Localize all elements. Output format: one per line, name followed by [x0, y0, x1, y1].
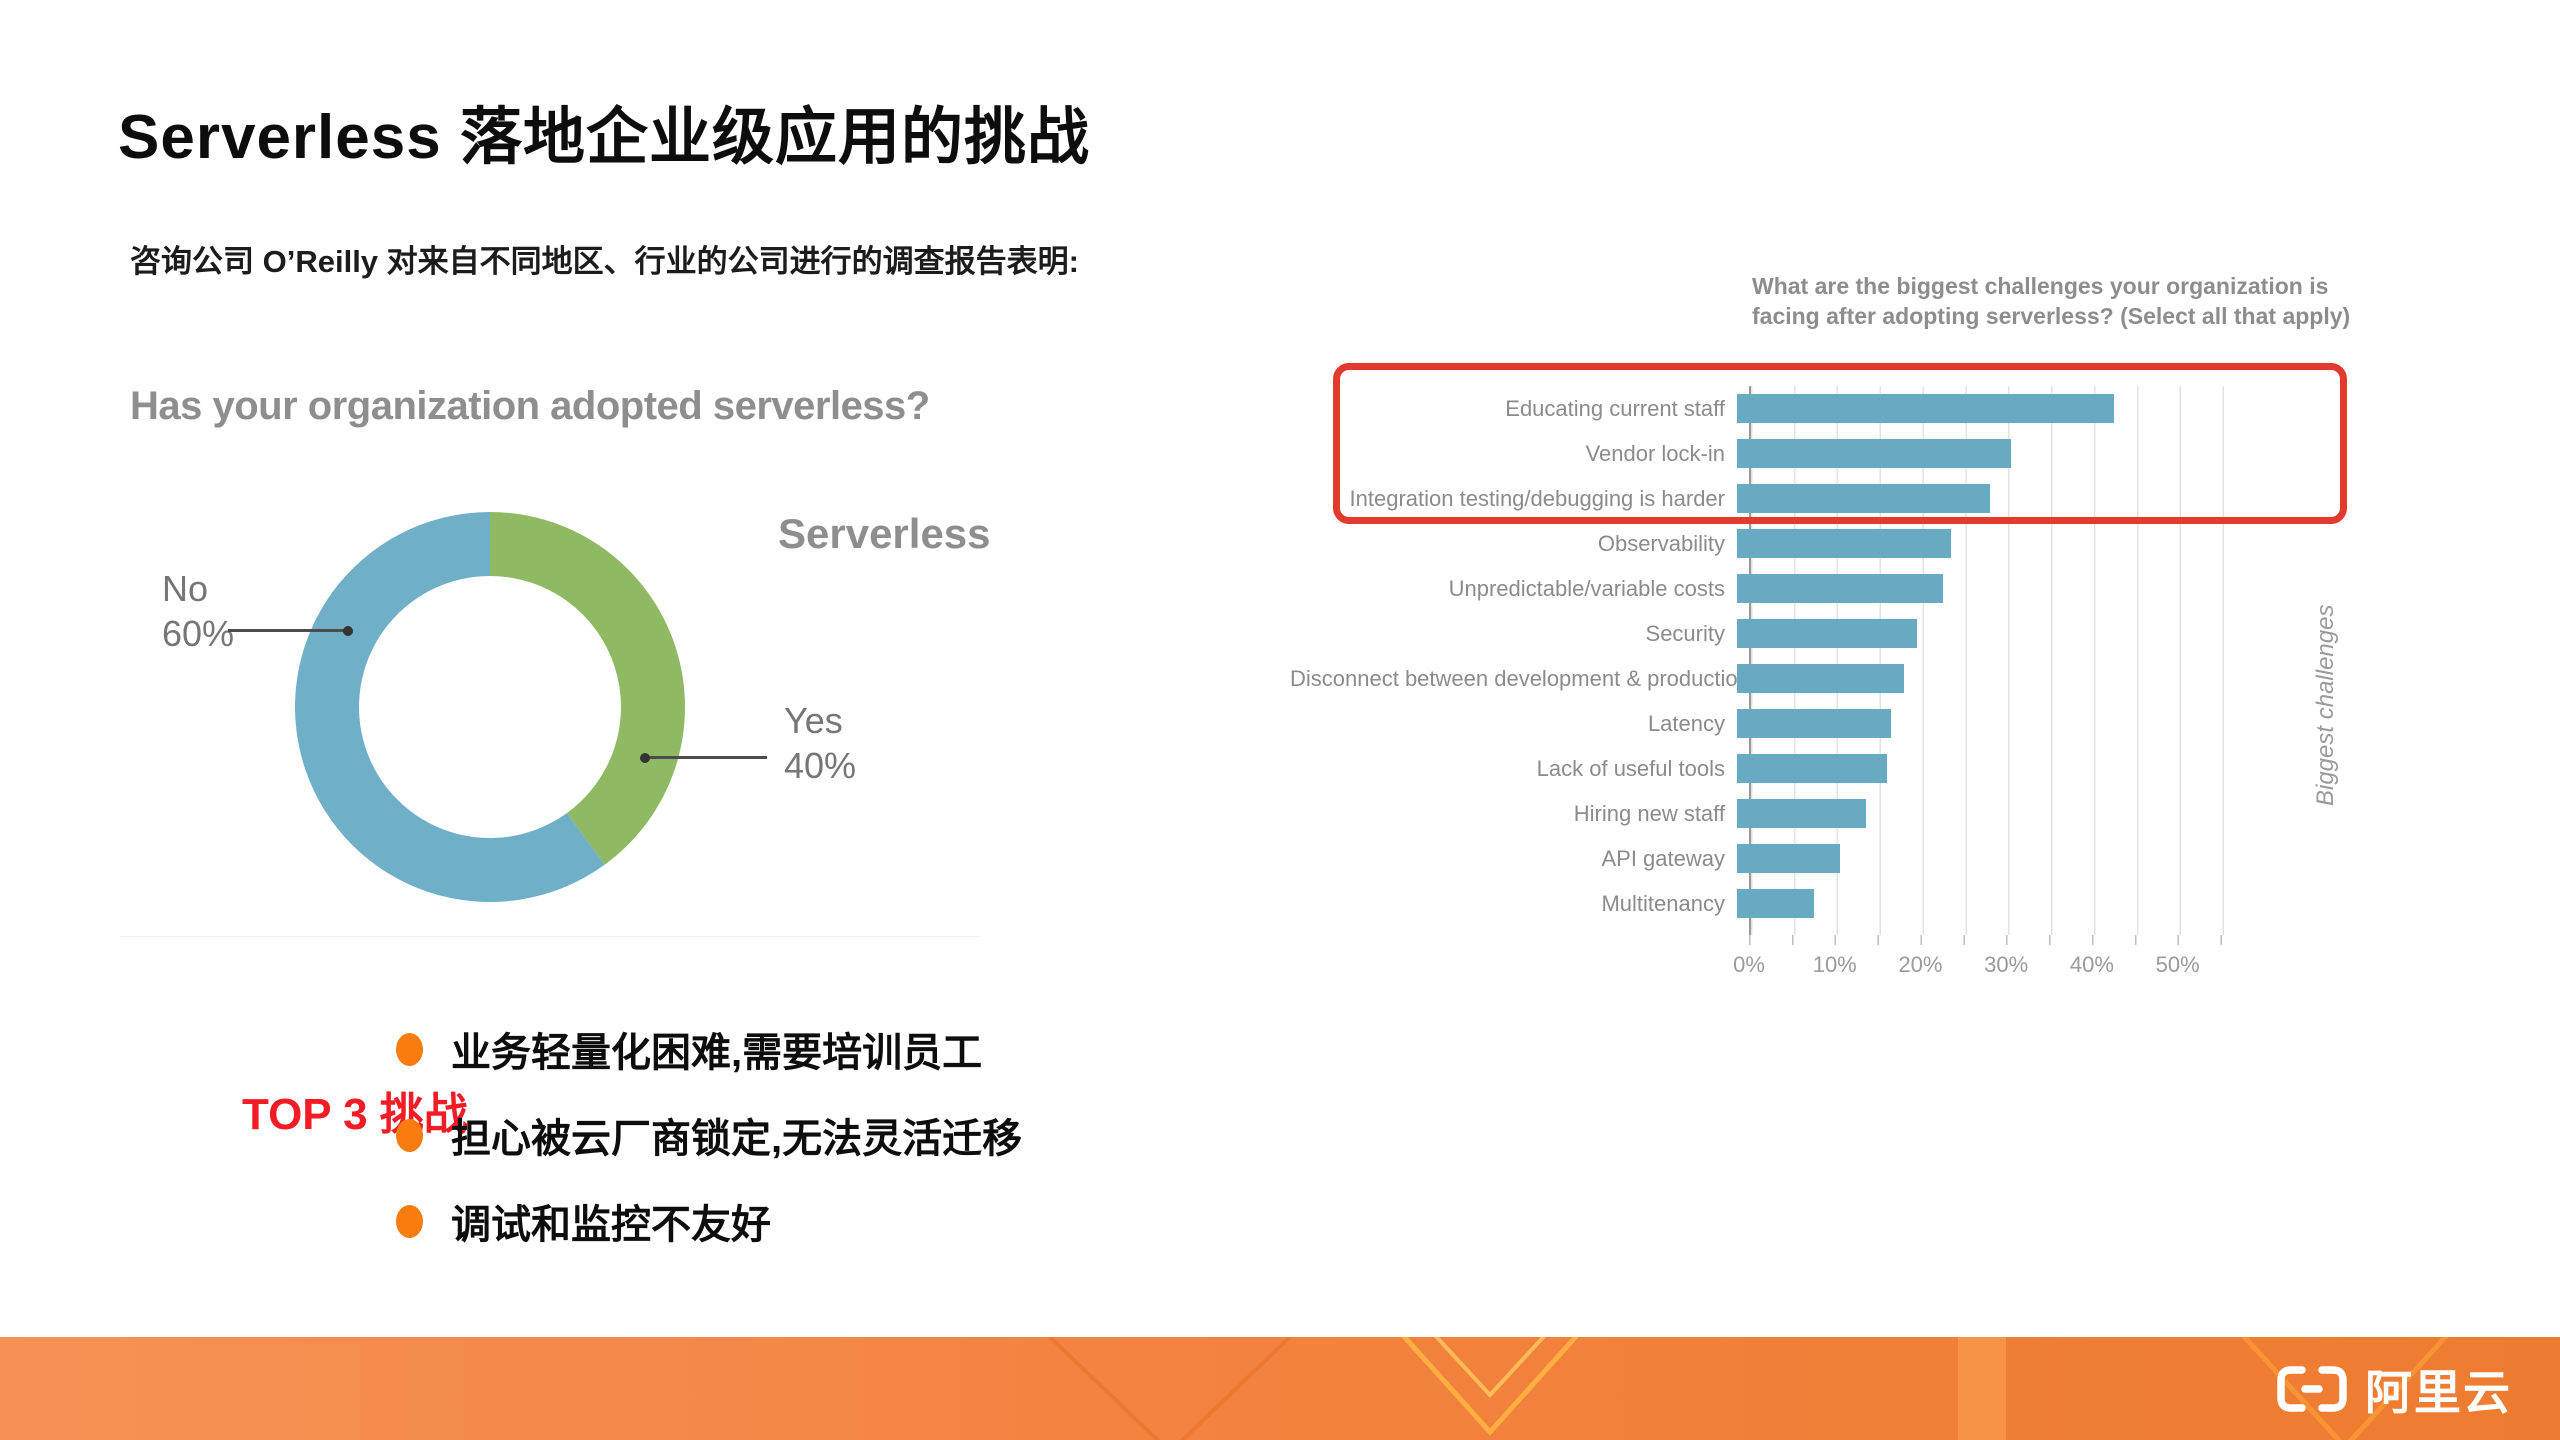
bar-category-label: Latency: [1647, 710, 1725, 736]
bar-chart-gridlines: [1749, 386, 2242, 935]
bar-track: [1737, 836, 2230, 881]
bar-track: [1737, 566, 2230, 611]
bar-track: [1737, 521, 2230, 566]
bar-chart-side-label: Biggest challenges: [2312, 604, 2339, 806]
top3-highlight-box: [1333, 363, 2347, 524]
bar: [1737, 484, 1990, 513]
bar-category-label: Multitenancy: [1601, 890, 1725, 916]
list-item: 担心被云厂商锁定,无法灵活迁移: [396, 1092, 1022, 1178]
bar: [1737, 664, 1905, 693]
axis-tick-label: 10%: [1812, 952, 1857, 977]
bar-row: Unpredictable/variable costs: [1290, 566, 2242, 611]
bar: [1737, 439, 2012, 468]
donut-callout-no-label: No: [162, 568, 209, 609]
top3-bullet-text: 调试和监控不友好: [451, 1203, 771, 1247]
bar-chart-title: What are the biggest challenges your org…: [1752, 272, 2392, 332]
page-subtitle: 咨询公司 O’Reilly 对来自不同地区、行业的公司进行的调查报告表明:: [130, 244, 1079, 279]
bar-track: [1737, 476, 2230, 521]
bar-row: Educating current staff: [1290, 386, 2242, 431]
donut-callout-no-line: [228, 626, 353, 636]
bullet-icon: [396, 1204, 423, 1238]
bar-track: [1737, 746, 2230, 791]
bar-row: API gateway: [1290, 836, 2242, 881]
bar-category-label: Unpredictable/variable costs: [1448, 575, 1725, 601]
donut-chart: Has your organization adopted serverless…: [120, 372, 991, 937]
bar-track: [1737, 431, 2230, 476]
donut-callout-no-value: 60%: [162, 613, 235, 655]
donut-chart-title: Has your organization adopted serverless…: [130, 384, 930, 428]
bar: [1737, 619, 1918, 648]
top3-heading: TOP 3 挑战: [242, 1090, 468, 1139]
bar-axis-ticks: 0% 10% 20% 30% 40% 50%: [1733, 952, 2242, 986]
axis-tick-label: 30%: [1984, 952, 2029, 977]
donut-callout-yes-value: 40%: [784, 745, 857, 787]
bar-rows: Educating current staff Vendor lock-in Int…: [1290, 386, 2242, 926]
bar-row: Vendor lock-in: [1290, 431, 2242, 476]
donut-callout-yes: Yes 40%: [784, 698, 856, 789]
bar-category-label: Vendor lock-in: [1585, 440, 1725, 466]
bullet-icon: [396, 1118, 423, 1152]
bar-row: Latency: [1290, 701, 2242, 746]
bar-category-label: Observability: [1597, 530, 1725, 556]
bar-chart-title-line2: facing after adopting serverless? (Selec…: [1752, 302, 2351, 329]
bar-category-label: Disconnect between development & product…: [1290, 665, 1750, 691]
bar: [1737, 574, 1943, 603]
list-item: 调试和监控不友好: [396, 1178, 1022, 1264]
top3-list: 业务轻量化困难,需要培训员工 担心被云厂商锁定,无法灵活迁移 调试和监控不友好: [396, 1006, 1022, 1264]
bar-track: [1737, 791, 2230, 836]
page-title: Serverless 落地企业级应用的挑战: [118, 103, 1090, 172]
bar: [1737, 394, 2115, 423]
bar-track: [1737, 611, 2230, 656]
footer-chevron-decoration: [1048, 1337, 2449, 1440]
callout-dot: [343, 626, 353, 636]
bar: [1737, 754, 1888, 783]
bar-row: Hiring new staff: [1290, 791, 2242, 836]
donut-segment-yes: [490, 512, 685, 865]
bar-chart-title-line1: What are the biggest challenges your org…: [1752, 273, 2329, 299]
alibaba-cloud-logo-icon: [2277, 1365, 2347, 1412]
top3-bullet-text: 担心被云厂商锁定,无法灵活迁移: [451, 1117, 1023, 1161]
bar-track: [1737, 881, 2230, 926]
bar-row: Security: [1290, 611, 2242, 656]
bar: [1737, 529, 1952, 558]
bar: [1737, 844, 1840, 873]
bar-row: Lack of useful tools: [1290, 746, 2242, 791]
donut-svg: [295, 512, 685, 902]
axis-tick-label: 40%: [2069, 952, 2114, 977]
bar-category-label: Hiring new staff: [1573, 800, 1725, 826]
bar-axis-tickmarks: [1749, 935, 2242, 945]
bar: [1737, 799, 1866, 828]
bar-track: [1737, 386, 2230, 431]
top3-bullet-text: 业务轻量化困难,需要培训员工: [451, 1031, 983, 1075]
bullet-icon: [396, 1032, 423, 1066]
bar: [1737, 889, 1815, 918]
list-item: 业务轻量化困难,需要培训员工: [396, 1006, 1022, 1092]
bar-category-label: Security: [1645, 620, 1725, 646]
bar: [1737, 709, 1892, 738]
axis-tick-label: 20%: [1898, 952, 1943, 977]
alibaba-cloud-brand: 阿里云: [2275, 1337, 2512, 1440]
donut-callout-yes-label: Yes: [784, 700, 843, 741]
axis-tick-label: 50%: [2155, 952, 2200, 977]
axis-tick-label: 0%: [1733, 952, 1765, 977]
bar-row: Disconnect between development & product…: [1290, 656, 2242, 701]
bar-track: [1737, 656, 2230, 701]
donut-segment-no: [295, 512, 605, 902]
bar-category-label: API gateway: [1601, 845, 1725, 871]
donut-callout-no: No 60%: [162, 566, 234, 657]
bar-row: Integration testing/debugging is harder: [1290, 476, 2242, 521]
bar-track: [1737, 701, 2230, 746]
donut-legend-label: Serverless: [778, 510, 991, 557]
bar-chart: What are the biggest challenges your org…: [1290, 268, 2440, 1008]
donut-callout-yes-line: [640, 753, 767, 763]
bar-category-label: Lack of useful tools: [1536, 755, 1725, 781]
callout-dot: [640, 753, 650, 763]
bar-category-label: Educating current staff: [1505, 395, 1725, 421]
bar-category-label: Integration testing/debugging is harder: [1349, 485, 1725, 511]
alibaba-cloud-brand-text: 阿里云: [2365, 1366, 2512, 1419]
footer-bar: 阿里云: [0, 1337, 2560, 1440]
bar-row: Observability: [1290, 521, 2242, 566]
bar-row: Multitenancy: [1290, 881, 2242, 926]
